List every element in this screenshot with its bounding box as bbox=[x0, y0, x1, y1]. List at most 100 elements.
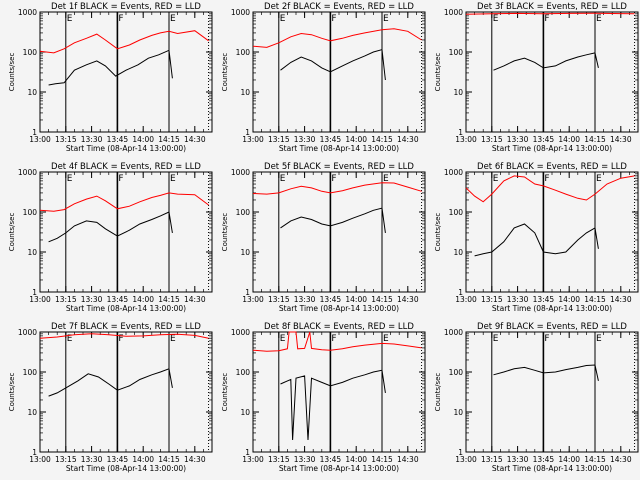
chart-title: Det 3f BLACK = Events, RED = LLD bbox=[477, 2, 627, 12]
x-tick-label: 14:15 bbox=[371, 295, 393, 304]
x-tick-label: 13:15 bbox=[481, 455, 503, 464]
x-tick-label: 13:15 bbox=[481, 295, 503, 304]
y-tick-label: 100 bbox=[236, 208, 251, 217]
x-tick-label: 13:15 bbox=[55, 135, 77, 144]
x-tick-label: 13:45 bbox=[107, 135, 129, 144]
marker-label: E bbox=[280, 174, 286, 184]
series-line-lld bbox=[252, 182, 422, 195]
marker-label: E bbox=[67, 174, 73, 184]
y-tick-label: 1000 bbox=[18, 8, 37, 17]
x-tick-label: 14:00 bbox=[558, 135, 580, 144]
y-tick-label: 1000 bbox=[231, 328, 250, 337]
x-axis-label: Start Time (08-Apr-14 13:00:00) bbox=[492, 144, 612, 153]
marker-label: F bbox=[331, 174, 336, 184]
series-line-lld bbox=[465, 175, 635, 203]
y-tick-label: 1 bbox=[32, 128, 37, 137]
series-line-events bbox=[474, 223, 599, 257]
x-tick-label: 13:30 bbox=[81, 455, 103, 464]
x-tick-label: 13:15 bbox=[55, 295, 77, 304]
marker-label: E bbox=[383, 174, 389, 184]
chart-panel-2: Det 2f BLACK = Events, RED = LLD 1 10 100 10… bbox=[221, 2, 426, 153]
x-axis-label: Start Time (08-Apr-14 13:00:00) bbox=[279, 144, 399, 153]
x-axis-label: Start Time (08-Apr-14 13:00:00) bbox=[492, 304, 612, 313]
x-tick-label: 13:30 bbox=[507, 135, 529, 144]
y-tick-label: 1000 bbox=[231, 8, 250, 17]
marker-label: E bbox=[170, 174, 176, 184]
x-tick-label: 14:15 bbox=[371, 455, 393, 464]
marker-label: E bbox=[596, 334, 602, 344]
chart-title: Det 1f BLACK = Events, RED = LLD bbox=[51, 2, 201, 12]
x-tick-label: 13:30 bbox=[81, 295, 103, 304]
chart-panel-4: Det 4f BLACK = Events, RED = LLD 1 10 100 10… bbox=[8, 162, 213, 313]
chart-panel-6: Det 6f BLACK = Events, RED = LLD 1 10 100 10… bbox=[434, 162, 639, 313]
marker-label: F bbox=[331, 14, 336, 24]
chart-panel-1: Det 1f BLACK = Events, RED = LLD 1 10 100 10… bbox=[8, 2, 213, 153]
x-tick-label: 13:15 bbox=[268, 135, 290, 144]
x-tick-label: 14:15 bbox=[584, 455, 606, 464]
marker-label: E bbox=[596, 14, 602, 24]
y-axis-label: Counts/sec bbox=[434, 53, 442, 92]
marker-label: E bbox=[280, 14, 286, 24]
chart-panel-5: Det 5f BLACK = Events, RED = LLD 1 10 100 10… bbox=[221, 162, 426, 313]
series-line-events bbox=[280, 48, 386, 81]
x-tick-label: 13:45 bbox=[533, 135, 555, 144]
marker-label: E bbox=[493, 14, 499, 24]
marker-label: F bbox=[544, 334, 549, 344]
y-tick-label: 10 bbox=[240, 88, 250, 97]
x-tick-label: 14:00 bbox=[345, 295, 367, 304]
chart-panel-9: Det 9f BLACK = Events, RED = LLD 1 10 100 10… bbox=[434, 322, 639, 473]
y-tick-label: 10 bbox=[453, 408, 463, 417]
marker-label: E bbox=[67, 334, 73, 344]
series-line-lld bbox=[39, 30, 209, 54]
series-line-events bbox=[48, 211, 173, 243]
y-tick-label: 100 bbox=[236, 368, 251, 377]
y-axis-label: Counts/sec bbox=[8, 213, 16, 252]
marker-label: F bbox=[331, 334, 336, 344]
x-tick-label: 14:00 bbox=[132, 135, 154, 144]
x-tick-label: 14:00 bbox=[345, 455, 367, 464]
marker-label: F bbox=[544, 14, 549, 24]
x-tick-label: 13:00 bbox=[29, 295, 51, 304]
x-tick-label: 14:15 bbox=[584, 295, 606, 304]
series-line-events bbox=[48, 49, 173, 86]
x-axis-label: Start Time (08-Apr-14 13:00:00) bbox=[279, 464, 399, 473]
x-tick-label: 14:30 bbox=[397, 295, 419, 304]
series-line-lld bbox=[39, 333, 209, 339]
x-tick-label: 14:30 bbox=[610, 455, 632, 464]
chart-title: Det 5f BLACK = Events, RED = LLD bbox=[264, 162, 414, 172]
x-tick-label: 14:15 bbox=[584, 135, 606, 144]
y-tick-label: 100 bbox=[449, 368, 464, 377]
y-tick-label: 100 bbox=[449, 48, 464, 57]
marker-label: E bbox=[170, 334, 176, 344]
x-tick-label: 14:15 bbox=[371, 135, 393, 144]
y-axis-label: Counts/sec bbox=[434, 213, 442, 252]
y-tick-label: 1 bbox=[245, 128, 250, 137]
x-tick-label: 13:45 bbox=[533, 455, 555, 464]
y-axis-label: Counts/sec bbox=[221, 53, 229, 92]
x-axis-label: Start Time (08-Apr-14 13:00:00) bbox=[279, 304, 399, 313]
series-line-lld bbox=[252, 28, 422, 48]
chart-title: Det 6f BLACK = Events, RED = LLD bbox=[477, 162, 627, 172]
x-tick-label: 13:00 bbox=[455, 455, 477, 464]
x-tick-label: 13:45 bbox=[320, 455, 342, 464]
y-axis-label: Counts/sec bbox=[221, 373, 229, 412]
marker-label: F bbox=[118, 174, 123, 184]
y-tick-label: 10 bbox=[27, 248, 37, 257]
x-tick-label: 13:00 bbox=[242, 135, 264, 144]
marker-label: F bbox=[118, 334, 123, 344]
y-tick-label: 10 bbox=[453, 88, 463, 97]
x-tick-label: 14:30 bbox=[184, 135, 206, 144]
y-axis-label: Counts/sec bbox=[434, 373, 442, 412]
series-line-events bbox=[280, 369, 386, 441]
x-tick-label: 13:15 bbox=[268, 295, 290, 304]
x-tick-label: 13:00 bbox=[29, 455, 51, 464]
y-tick-label: 1 bbox=[458, 288, 463, 297]
y-tick-label: 1000 bbox=[444, 8, 463, 17]
x-tick-label: 14:00 bbox=[558, 295, 580, 304]
y-axis-label: Counts/sec bbox=[8, 373, 16, 412]
chart-title: Det 4f BLACK = Events, RED = LLD bbox=[51, 162, 201, 172]
y-tick-label: 100 bbox=[236, 48, 251, 57]
series-line-lld bbox=[252, 331, 422, 352]
marker-label: E bbox=[280, 334, 286, 344]
